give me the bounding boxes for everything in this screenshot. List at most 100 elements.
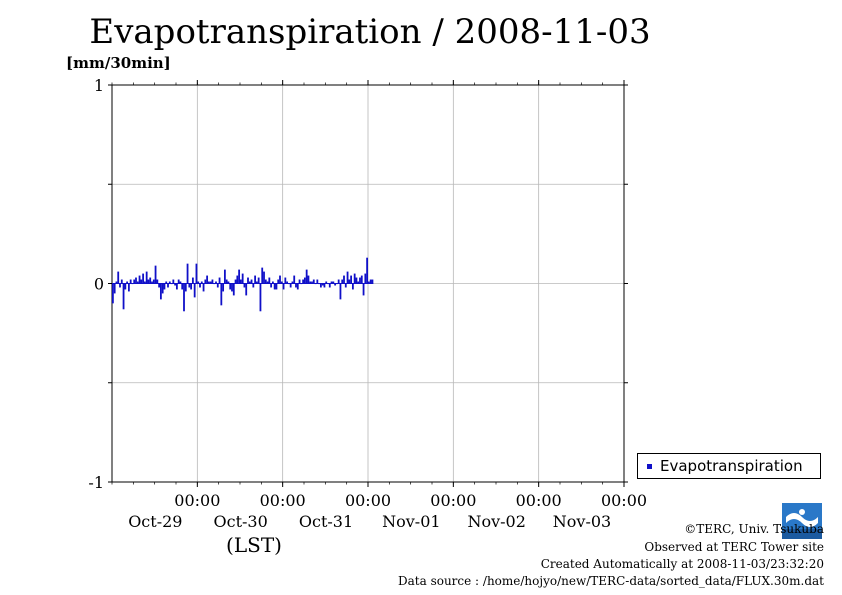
- bar: [325, 281, 328, 284]
- bar: [213, 283, 216, 285]
- bar: [279, 275, 281, 284]
- bar: [312, 279, 315, 284]
- bar: [268, 277, 271, 284]
- bar: [298, 279, 301, 284]
- bar: [193, 283, 196, 298]
- axis-labels: 1 0 -1 00:00 Oct-29 00:00 Oct-30 00:00 Oct-31 00:…: [88, 76, 647, 557]
- bar: [120, 279, 123, 284]
- x-tick-date-label: Nov-01: [382, 512, 440, 531]
- legend: Evapotranspiration: [637, 453, 821, 479]
- bar: [236, 275, 239, 284]
- bar: [142, 273, 145, 284]
- bar: [200, 281, 203, 284]
- bar: [234, 279, 237, 284]
- bar: [204, 279, 207, 284]
- bar: [199, 283, 201, 288]
- bar: [248, 281, 251, 284]
- bar: [241, 273, 244, 284]
- bar: [316, 279, 319, 284]
- bar: [287, 283, 290, 285]
- x-tick-date-label: Oct-30: [214, 512, 268, 531]
- bar: [264, 279, 267, 284]
- bar: [186, 263, 189, 284]
- bar: [191, 277, 194, 284]
- bar: [302, 279, 305, 284]
- bar: [245, 283, 248, 296]
- bar: [327, 283, 329, 285]
- bar: [152, 279, 155, 284]
- bar: [282, 283, 285, 290]
- y-axis-unit: [mm/30min]: [66, 54, 171, 72]
- bar: [151, 281, 153, 284]
- legend-swatch: [647, 464, 652, 469]
- bar: [117, 271, 120, 284]
- bar: [177, 279, 180, 284]
- bar: [330, 281, 333, 284]
- bar: [259, 283, 262, 312]
- x-tick-time-label: 00:00: [174, 491, 220, 510]
- bar: [175, 283, 178, 290]
- bar: [280, 281, 283, 284]
- x-axis-label: (LST): [226, 533, 282, 557]
- bar: [366, 257, 369, 284]
- bar: [190, 283, 193, 290]
- bar: [343, 275, 345, 284]
- bar: [165, 281, 168, 284]
- y-tick-label: 0: [94, 275, 104, 294]
- bar: [220, 283, 223, 306]
- bar: [129, 279, 132, 284]
- bar: [300, 283, 303, 285]
- x-tick-date-label: Nov-03: [553, 512, 611, 531]
- x-tick-date-label: Nov-02: [467, 512, 525, 531]
- bar: [337, 279, 340, 284]
- x-tick-date-label: Oct-31: [299, 512, 353, 531]
- bar: [115, 281, 118, 284]
- bar: [277, 279, 280, 284]
- y-tick-label: -1: [88, 473, 104, 492]
- bar: [243, 283, 246, 288]
- bar: [360, 275, 363, 284]
- bar: [341, 279, 344, 284]
- bar: [271, 281, 274, 284]
- bar: [328, 283, 331, 288]
- x-tick-time-label: 00:00: [260, 491, 306, 510]
- bar: [143, 281, 146, 284]
- bar: [311, 281, 313, 284]
- terc-logo: [782, 503, 822, 539]
- bar: [127, 283, 130, 292]
- x-tick-time-label: 00:00: [430, 491, 476, 510]
- bar: [323, 283, 326, 288]
- bar: [238, 269, 241, 284]
- chart-title: Evapotranspiration / 2008-11-03: [89, 12, 651, 52]
- bar: [303, 277, 306, 284]
- bar: [227, 281, 230, 284]
- bar: [263, 271, 265, 284]
- bar: [133, 279, 136, 284]
- bar: [351, 283, 354, 290]
- bar: [202, 283, 205, 292]
- bar: [275, 283, 278, 290]
- bar: [215, 281, 217, 284]
- bar: [232, 283, 235, 296]
- bar: [293, 275, 296, 284]
- x-tick-time-label: 00:00: [601, 491, 647, 510]
- x-tick-time-label: 00:00: [516, 491, 562, 510]
- bar: [167, 283, 169, 288]
- bar: [126, 281, 129, 284]
- bar: [154, 265, 157, 284]
- bar: [364, 273, 367, 284]
- bar: [305, 269, 308, 284]
- bar: [163, 283, 166, 290]
- bar: [188, 283, 191, 288]
- bar: [135, 277, 137, 284]
- bar: [334, 283, 337, 286]
- bar: [355, 277, 358, 284]
- bar: [295, 283, 297, 288]
- bar: [307, 275, 310, 284]
- bar: [314, 283, 317, 285]
- y-tick-label: 1: [94, 76, 104, 95]
- credit-source: Data source : /home/hojyo/new/TERC-data/…: [398, 574, 824, 588]
- bar: [266, 281, 269, 284]
- bar: [223, 269, 226, 284]
- bar: [131, 283, 134, 285]
